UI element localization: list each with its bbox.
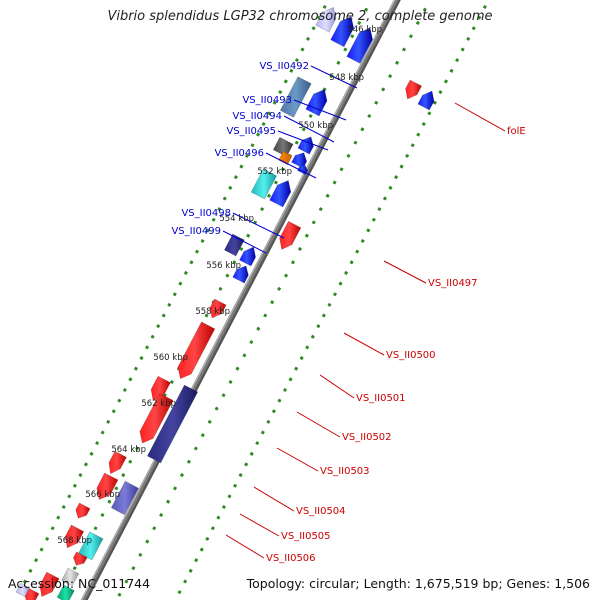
leader-line: [343, 332, 385, 356]
scale-tick-label: 562 kbp: [141, 399, 176, 409]
leader-line: [277, 130, 329, 151]
map-title: Vibrio splendidus LGP32 chromosome 2, co…: [107, 9, 493, 24]
scale-tick-label: 560 kbp: [153, 353, 188, 363]
scale-tick-label: 564 kbp: [111, 445, 146, 455]
leader-line: [222, 230, 267, 254]
gene-feature[interactable]: [330, 16, 355, 48]
leader-line: [265, 152, 317, 179]
gene-feature[interactable]: [73, 551, 88, 566]
scale-tick-label: 552 kbp: [257, 167, 292, 177]
leader-line: [225, 534, 265, 559]
gene-features: [15, 6, 435, 600]
gene-feature[interactable]: [39, 571, 60, 598]
scale-tick-label: 566 kbp: [85, 490, 120, 500]
genome-backbone: [80, 0, 401, 600]
scale-tick-label: 568 kbp: [57, 536, 92, 546]
guide-line: [173, 0, 491, 600]
gene-feature[interactable]: [108, 450, 127, 475]
gene-label-reverse[interactable]: VS_II0504: [296, 506, 346, 517]
scale-tick-label: 550 kbp: [298, 121, 333, 131]
leader-line: [310, 65, 358, 89]
guide-line: [115, 0, 432, 600]
gene-feature[interactable]: [15, 582, 30, 598]
gene-feature[interactable]: [305, 89, 328, 117]
leader-line: [293, 99, 347, 121]
gene-feature[interactable]: [417, 90, 435, 111]
gene-label-reverse[interactable]: VS_II0502: [342, 432, 392, 443]
gene-label-reverse[interactable]: VS_II0501: [356, 393, 406, 404]
gene-label-reverse[interactable]: VS_II0505: [281, 531, 331, 542]
gene-label-forward[interactable]: VS_II0494: [232, 111, 282, 122]
leader-line: [253, 486, 295, 512]
gene-feature[interactable]: [64, 524, 85, 549]
gene-feature[interactable]: [297, 136, 314, 155]
gene-feature[interactable]: [110, 480, 139, 516]
gene-label-reverse[interactable]: VS_II0503: [320, 466, 370, 477]
gene-feature[interactable]: [78, 531, 104, 561]
scale-tick-label: 558 kbp: [195, 307, 230, 317]
gene-feature[interactable]: [96, 472, 119, 500]
gene-label-reverse[interactable]: folE: [507, 126, 526, 137]
gene-feature[interactable]: [405, 79, 423, 100]
gene-label-forward[interactable]: VS_II0496: [214, 148, 264, 159]
gene-feature[interactable]: [279, 76, 312, 118]
gene-feature[interactable]: [315, 6, 337, 33]
gene-feature[interactable]: [269, 180, 292, 208]
gene-label-forward[interactable]: VS_II0499: [171, 226, 221, 237]
gene-feature[interactable]: [209, 298, 227, 319]
backbone-highlight: [81, 0, 396, 600]
gene-feature[interactable]: [250, 168, 278, 200]
gene-feature[interactable]: [56, 584, 75, 600]
scale-tick-label: 556 kbp: [206, 261, 241, 271]
gene-labels: VS_II0492 VS_II0493 VS_II0494 VS_II0495 VS_I…: [171, 61, 525, 564]
leader-line: [383, 260, 427, 284]
gene-label-forward[interactable]: VS_II0493: [242, 95, 292, 106]
gene-feature[interactable]: [146, 384, 199, 464]
gene-feature[interactable]: [61, 567, 80, 587]
gene-feature[interactable]: [239, 246, 256, 267]
leader-line: [319, 374, 355, 399]
label-leader-lines: [222, 65, 506, 559]
leader-line: [283, 115, 335, 143]
gene-label-reverse[interactable]: VS_II0497: [428, 278, 478, 289]
gene-label-reverse[interactable]: VS_II0506: [266, 553, 316, 564]
gene-feature[interactable]: [75, 502, 91, 519]
leader-line: [232, 212, 285, 239]
scale-tick-label: 554 kbp: [219, 214, 254, 224]
gene-label-forward[interactable]: VS_II0495: [226, 126, 276, 137]
backbone-line: [80, 0, 399, 600]
topology-label: Topology: circular; Length: 1,675,519 bp…: [246, 576, 590, 591]
leader-line: [276, 447, 319, 472]
gene-label-forward[interactable]: VS_II0492: [259, 61, 309, 72]
accession-label: Accession: NC_011744: [8, 576, 151, 591]
leader-line: [454, 102, 506, 132]
gene-feature[interactable]: [177, 321, 216, 380]
leader-line: [296, 411, 341, 438]
leader-line: [239, 513, 280, 537]
gene-feature[interactable]: [232, 265, 249, 284]
scale-tick-label: 546 kbp: [347, 25, 382, 35]
gene-feature[interactable]: [139, 393, 174, 444]
gene-label-forward[interactable]: VS_II0498: [181, 208, 231, 219]
gene-label-reverse[interactable]: VS_II0500: [386, 350, 436, 361]
scale-tick-labels: 546 kbp 548 kbp 550 kbp 552 kbp 554 kbp 556 k…: [57, 25, 382, 546]
gene-feature[interactable]: [346, 27, 373, 64]
guide-line: [13, 0, 331, 600]
scale-tick-label: 548 kbp: [329, 73, 364, 83]
gene-feature[interactable]: [279, 220, 302, 250]
